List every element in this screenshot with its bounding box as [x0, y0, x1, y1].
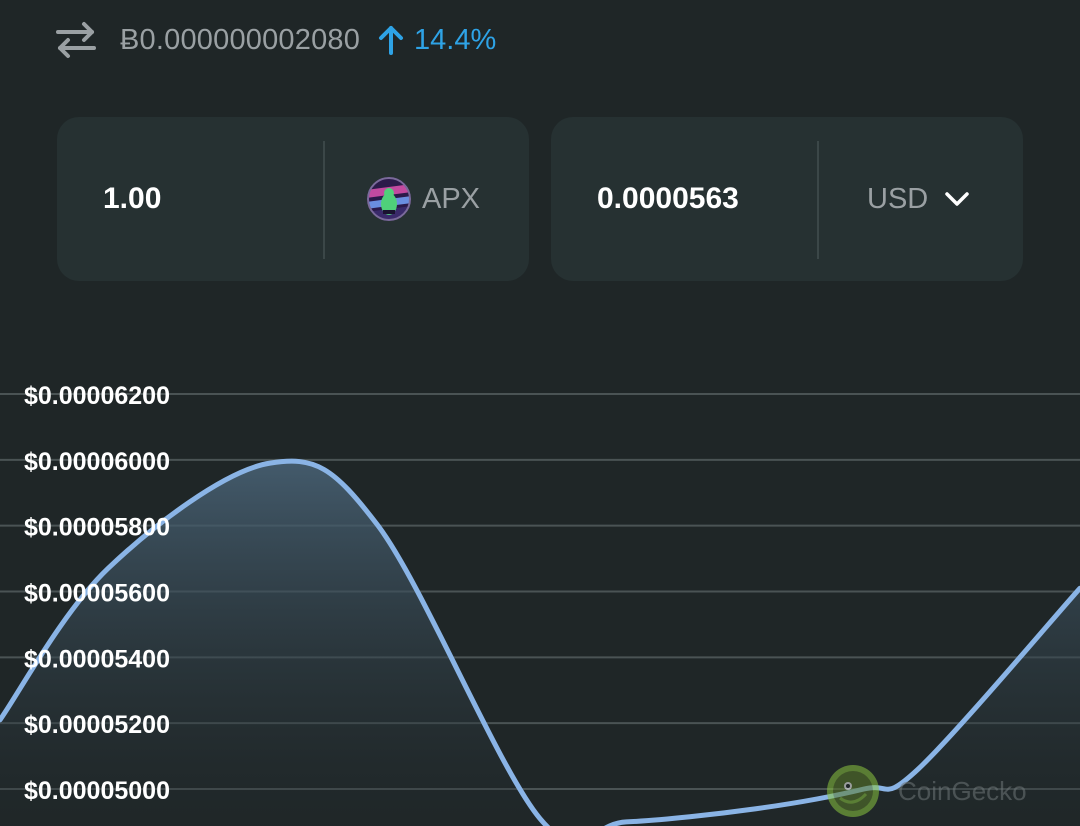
watermark-text: CoinGecko — [898, 775, 1027, 806]
price-line — [0, 458, 1080, 826]
divider — [323, 141, 325, 259]
y-tick-label: $0.00005400 — [24, 645, 170, 673]
price-area — [0, 461, 1080, 826]
price-chart-svg: $0.00006200 $0.00006000 $0.00005800 $0.0000… — [0, 382, 1080, 826]
chevron-down-icon — [945, 192, 969, 206]
change-percent: 14.4% — [414, 23, 497, 56]
from-currency-label: APX — [422, 182, 481, 215]
to-amount-input[interactable] — [597, 179, 807, 219]
from-currency[interactable]: APX — [366, 177, 481, 221]
y-tick-label: $0.00006200 — [24, 382, 170, 410]
btc-price: Ƀ0.000000002080 — [120, 24, 361, 56]
divider — [817, 141, 819, 259]
arrow-up-icon — [379, 26, 403, 55]
y-tick-label: $0.00006000 — [24, 448, 170, 476]
y-tick-label: $0.00005000 — [24, 777, 170, 805]
coingecko-watermark: CoinGecko — [826, 764, 1027, 818]
to-card: USD — [551, 117, 1023, 281]
y-tick-label: $0.00005800 — [24, 514, 170, 542]
price-chart: $0.00006200 $0.00006000 $0.00005800 $0.0000… — [0, 340, 1080, 826]
y-tick-label: $0.00005600 — [24, 580, 170, 608]
price-change: 14.4% — [376, 22, 496, 58]
coingecko-logo-icon — [827, 765, 879, 817]
swap-arrows-icon[interactable] — [54, 20, 98, 60]
from-amount-input[interactable] — [103, 179, 313, 219]
to-currency-select[interactable]: USD — [867, 179, 972, 219]
from-card: APX — [57, 117, 529, 281]
to-currency-label: USD — [867, 182, 929, 215]
rate-header: Ƀ0.000000002080 14.4% — [0, 0, 1080, 84]
y-tick-label: $0.00005200 — [24, 711, 170, 739]
apx-coin-logo — [367, 177, 411, 221]
